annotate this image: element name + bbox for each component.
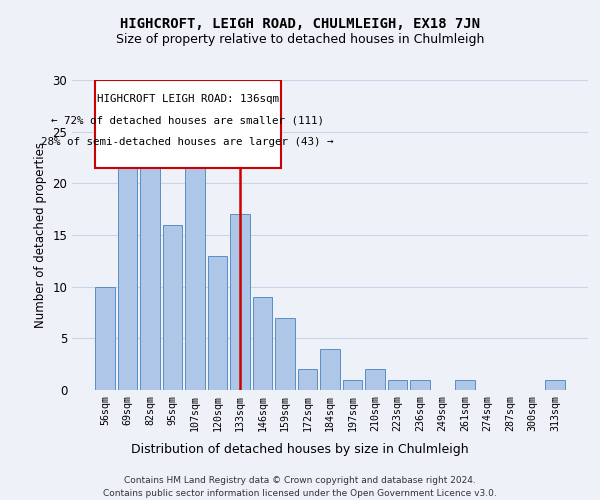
Text: ← 72% of detached houses are smaller (111): ← 72% of detached houses are smaller (11… (51, 115, 324, 125)
Text: 28% of semi-detached houses are larger (43) →: 28% of semi-detached houses are larger (… (41, 137, 334, 147)
Bar (185, 152, 205, 390)
Bar (343, 380, 362, 390)
Bar (163, 224, 182, 390)
Bar (230, 214, 250, 390)
Bar (545, 380, 565, 390)
Text: Contains HM Land Registry data © Crown copyright and database right 2024.: Contains HM Land Registry data © Crown c… (124, 476, 476, 485)
Bar (275, 318, 295, 390)
Text: HIGHCROFT LEIGH ROAD: 136sqm: HIGHCROFT LEIGH ROAD: 136sqm (97, 94, 278, 104)
Bar (388, 380, 407, 390)
Y-axis label: Number of detached properties: Number of detached properties (34, 142, 47, 328)
Text: HIGHCROFT, LEIGH ROAD, CHULMLEIGH, EX18 7JN: HIGHCROFT, LEIGH ROAD, CHULMLEIGH, EX18 … (120, 18, 480, 32)
Bar (365, 370, 385, 390)
Bar (95, 286, 115, 390)
Bar (298, 370, 317, 390)
Bar (410, 380, 430, 390)
Bar (118, 142, 137, 390)
Bar (455, 380, 475, 390)
Text: Distribution of detached houses by size in Chulmleigh: Distribution of detached houses by size … (131, 442, 469, 456)
Bar (140, 152, 160, 390)
Bar (253, 297, 272, 390)
Text: Size of property relative to detached houses in Chulmleigh: Size of property relative to detached ho… (116, 32, 484, 46)
Bar (208, 256, 227, 390)
Bar (320, 348, 340, 390)
Text: Contains public sector information licensed under the Open Government Licence v3: Contains public sector information licen… (103, 489, 497, 498)
FancyBboxPatch shape (95, 80, 281, 168)
